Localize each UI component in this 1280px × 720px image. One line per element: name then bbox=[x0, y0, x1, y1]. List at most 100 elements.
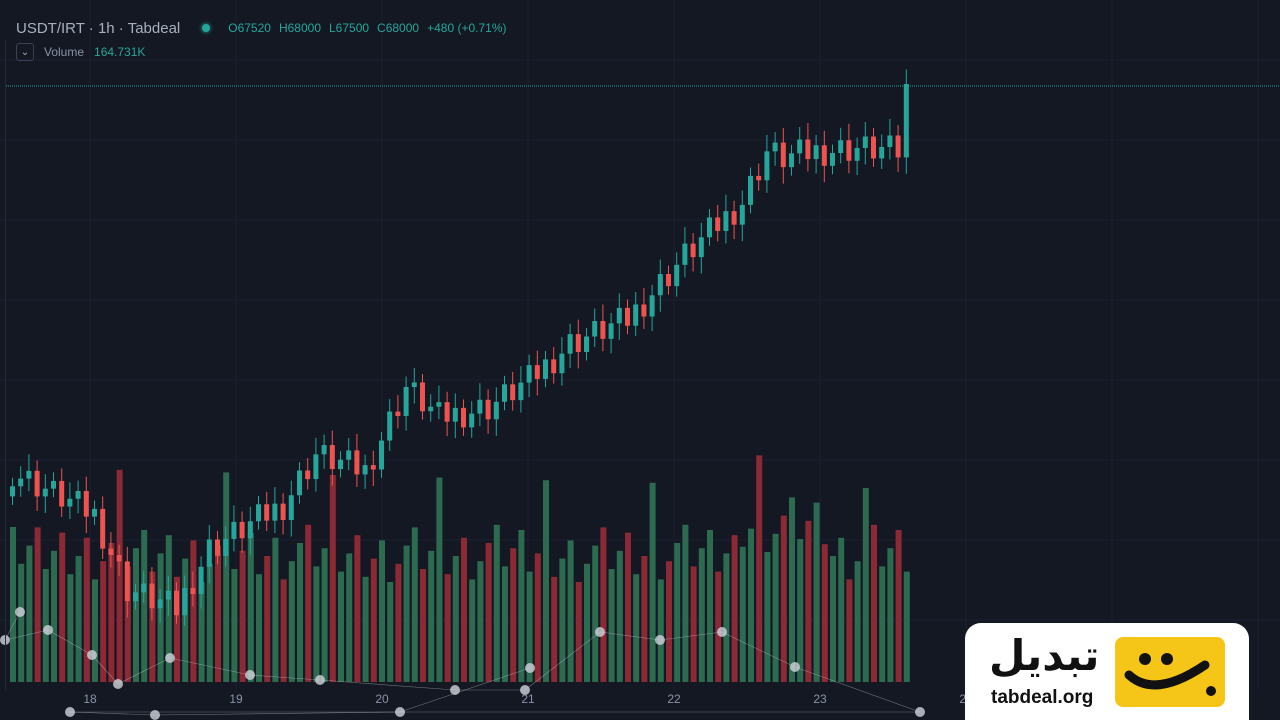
candle-body bbox=[518, 382, 524, 401]
candle-body bbox=[485, 399, 491, 420]
candle-body bbox=[813, 145, 819, 160]
volume-bar bbox=[748, 528, 754, 682]
candle-body bbox=[370, 465, 376, 470]
candle-body bbox=[10, 486, 15, 497]
candle-body bbox=[789, 153, 794, 168]
volume-bar bbox=[206, 563, 213, 682]
network-node bbox=[915, 707, 925, 717]
x-tick-label: 20 bbox=[375, 692, 389, 706]
volume-bar bbox=[67, 574, 74, 682]
volume-bar bbox=[903, 571, 910, 682]
candle-body bbox=[305, 470, 311, 480]
volume-bar bbox=[247, 532, 254, 682]
candle-body bbox=[215, 539, 220, 556]
candle-body bbox=[739, 204, 745, 225]
candle-body bbox=[354, 450, 360, 475]
candle-body bbox=[477, 399, 483, 414]
candle-body bbox=[871, 136, 876, 159]
volume-bar bbox=[10, 527, 16, 682]
brand-mark-icon bbox=[1115, 637, 1225, 707]
candle-body bbox=[92, 508, 97, 517]
candle-body bbox=[625, 307, 630, 326]
candle-body bbox=[452, 407, 458, 422]
network-node bbox=[450, 685, 460, 695]
candle-body bbox=[239, 521, 245, 539]
candle-body bbox=[436, 402, 442, 407]
candle-body bbox=[346, 450, 352, 460]
volume-bar bbox=[297, 543, 303, 682]
volume-bar bbox=[403, 545, 410, 682]
candle-body bbox=[461, 407, 466, 428]
network-node bbox=[655, 635, 665, 645]
network-node bbox=[113, 679, 123, 689]
volume-bar bbox=[534, 553, 541, 682]
candle-body bbox=[264, 504, 270, 521]
volume-bar bbox=[789, 497, 795, 682]
volume-bar bbox=[830, 556, 836, 682]
candle-body bbox=[362, 465, 368, 475]
volume-bar bbox=[305, 524, 312, 682]
network-line bbox=[721, 631, 796, 668]
candle-body bbox=[575, 334, 581, 352]
candle-body bbox=[764, 151, 770, 181]
candle-body bbox=[34, 470, 40, 497]
volume-bar bbox=[444, 574, 451, 682]
volume-bar bbox=[420, 569, 426, 682]
candle-body bbox=[124, 561, 130, 602]
candle-body bbox=[116, 554, 122, 562]
candle-body bbox=[42, 488, 48, 497]
volume-bar bbox=[477, 561, 484, 682]
candle-body bbox=[502, 384, 507, 402]
candle-body bbox=[649, 295, 655, 317]
candle-body bbox=[895, 135, 901, 158]
candle-body bbox=[75, 491, 81, 499]
candle-body bbox=[395, 411, 401, 416]
volume-bar bbox=[764, 552, 771, 682]
candle-body bbox=[256, 504, 261, 522]
volume-bar bbox=[469, 579, 476, 682]
network-node bbox=[87, 650, 97, 660]
volume-bar bbox=[559, 558, 566, 682]
volume-value: 164.731K bbox=[94, 45, 146, 59]
volume-bar bbox=[313, 566, 320, 682]
volume-bar bbox=[198, 582, 205, 682]
network-node bbox=[595, 627, 605, 637]
candle-body bbox=[887, 135, 893, 147]
candle-body bbox=[26, 470, 32, 479]
candle-body bbox=[534, 365, 540, 379]
network-line bbox=[399, 667, 531, 713]
volume-bar bbox=[625, 532, 631, 682]
left-border bbox=[5, 40, 6, 690]
volume-bar bbox=[608, 569, 615, 682]
volume-bar bbox=[34, 527, 41, 682]
candle-body bbox=[83, 491, 89, 517]
symbol-title[interactable]: USDT/IRT · 1h · Tabdeal bbox=[16, 19, 181, 37]
candle-body bbox=[182, 587, 188, 616]
close-value: C68000 bbox=[377, 21, 420, 35]
candle-body bbox=[715, 217, 721, 231]
candle-body bbox=[403, 387, 409, 416]
volume-bar bbox=[731, 535, 738, 682]
candle-body bbox=[469, 413, 475, 428]
candle-body bbox=[510, 384, 516, 401]
volume-bar bbox=[223, 472, 230, 682]
candle-body bbox=[731, 211, 737, 225]
chevron-down-icon[interactable]: ⌄ bbox=[16, 43, 34, 61]
volume-bar bbox=[543, 480, 549, 682]
network-node bbox=[790, 662, 800, 672]
candle-body bbox=[805, 139, 811, 160]
candle-body bbox=[493, 401, 499, 420]
candle-body bbox=[846, 140, 852, 161]
volume-bar bbox=[100, 561, 107, 682]
candle-body bbox=[854, 147, 860, 161]
candle-body bbox=[149, 583, 155, 609]
candle-body bbox=[526, 365, 532, 383]
candle-body bbox=[772, 142, 778, 152]
volume-bar bbox=[116, 469, 123, 682]
candle-body bbox=[174, 590, 179, 616]
candle-body bbox=[862, 136, 868, 148]
volume-bar bbox=[387, 582, 394, 682]
volume-bar bbox=[592, 545, 599, 682]
candle-body bbox=[288, 495, 294, 520]
